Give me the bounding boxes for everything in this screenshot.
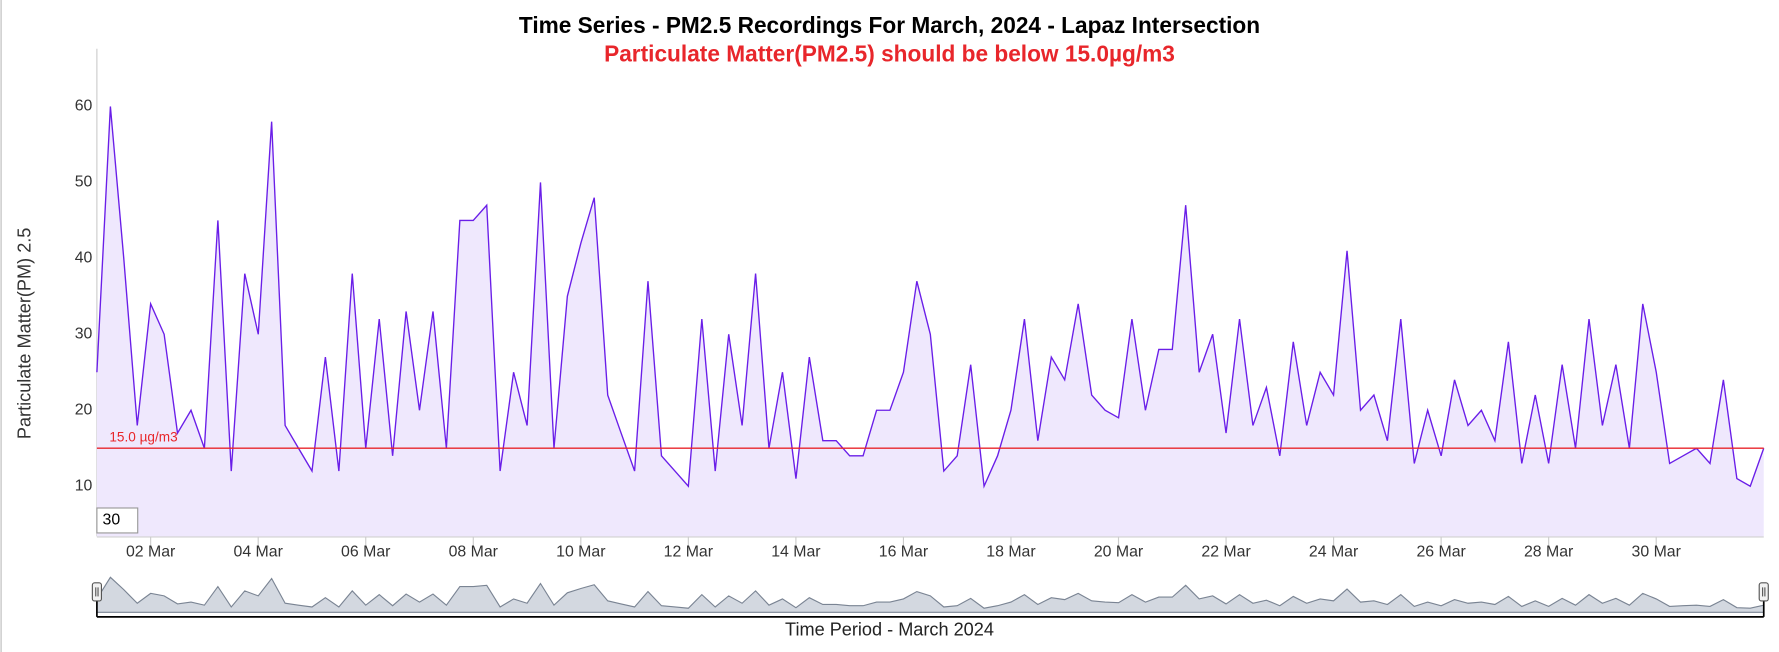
- chart-subtitle: Particulate Matter(PM2.5) should be belo…: [604, 41, 1175, 67]
- y-tick-label: 60: [75, 98, 93, 115]
- x-tick-label: 24 Mar: [1309, 543, 1359, 560]
- x-tick-label: 14 Mar: [771, 543, 821, 560]
- x-tick-label: 08 Mar: [449, 543, 499, 560]
- x-tick-label: 02 Mar: [126, 543, 176, 560]
- y-tick-label: 20: [75, 401, 93, 418]
- y-tick-label: 30: [75, 326, 93, 343]
- navigator-handle[interactable]: [1758, 582, 1769, 602]
- x-tick-label: 28 Mar: [1524, 543, 1574, 560]
- y-axis-title: Particulate Matter(PM) 2.5: [14, 228, 34, 440]
- x-tick-label: 18 Mar: [986, 543, 1036, 560]
- area: [96, 106, 1764, 537]
- x-tick-label: 04 Mar: [234, 543, 284, 560]
- series-line: [96, 106, 1765, 489]
- x-tick-label: 26 Mar: [1416, 543, 1466, 560]
- range-input[interactable]: [96, 507, 139, 534]
- x-tick-label: 10 Mar: [556, 543, 606, 560]
- x-tick-label: 06 Mar: [341, 543, 391, 560]
- range-input-value: 30: [103, 512, 121, 529]
- navigator-area: [96, 576, 1765, 613]
- threshold-label: 15.0 µg/m3: [109, 430, 177, 445]
- x-tick-label: 30 Mar: [1632, 543, 1682, 560]
- y-tick-label: 50: [75, 174, 93, 191]
- x-tick-label: 12 Mar: [664, 543, 714, 560]
- x-tick-label: 16 Mar: [879, 543, 929, 560]
- y-tick-label: 40: [75, 250, 93, 267]
- x-axis-title: Time Period - March 2024: [785, 619, 994, 639]
- navigator-handle[interactable]: [91, 582, 102, 602]
- x-tick-label: 20 Mar: [1094, 543, 1144, 560]
- x-tick-label: 22 Mar: [1201, 543, 1251, 560]
- y-tick-label: 10: [75, 477, 93, 494]
- chart-title: Time Series - PM2.5 Recordings For March…: [519, 12, 1260, 38]
